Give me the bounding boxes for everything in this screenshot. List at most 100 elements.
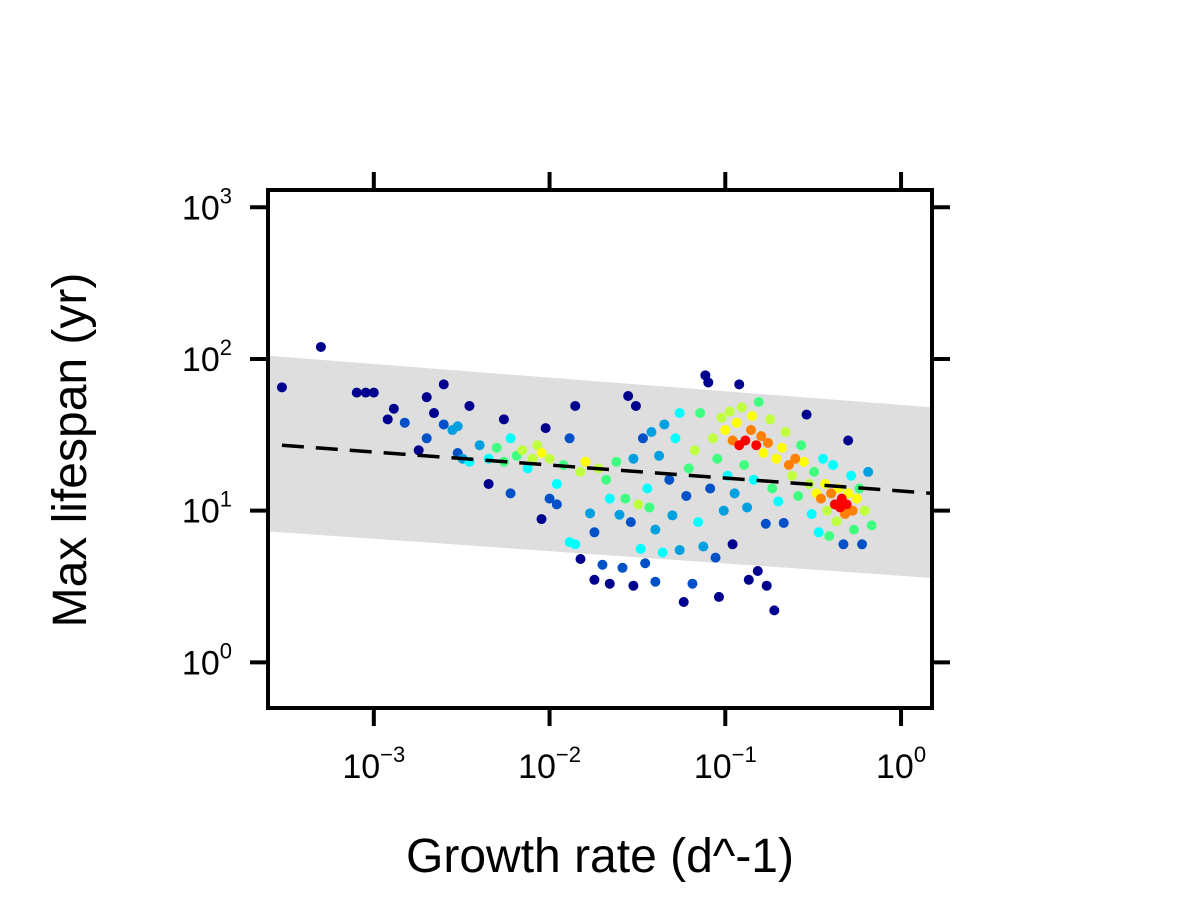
data-point	[742, 502, 753, 513]
data-point	[740, 435, 751, 446]
data-point	[769, 605, 780, 616]
data-point	[838, 539, 849, 550]
data-point	[703, 377, 714, 388]
data-point	[604, 493, 615, 504]
data-point	[747, 411, 758, 422]
x-axis-label: Growth rate (d^-1)	[406, 830, 794, 883]
data-point	[713, 591, 724, 602]
data-point	[522, 463, 533, 474]
data-point	[532, 440, 543, 451]
y-tick-label: 101	[182, 487, 232, 531]
data-point	[710, 552, 721, 563]
data-point	[589, 527, 600, 538]
data-point	[801, 409, 812, 420]
data-point	[846, 470, 857, 481]
data-point	[628, 580, 639, 591]
x-tick-label: 100	[876, 742, 926, 786]
data-point	[315, 341, 326, 352]
data-point	[716, 412, 727, 423]
data-point	[452, 421, 463, 432]
data-point	[585, 508, 596, 519]
data-point	[818, 453, 829, 464]
data-point	[849, 524, 860, 535]
data-point	[745, 425, 756, 436]
data-point	[727, 539, 738, 550]
data-point	[654, 450, 665, 461]
data-point	[646, 427, 657, 438]
data-point	[527, 453, 538, 464]
data-point	[813, 527, 824, 538]
data-point	[863, 466, 874, 477]
data-point	[743, 574, 754, 585]
data-point	[505, 488, 516, 499]
data-point	[536, 514, 547, 525]
data-point	[368, 387, 379, 398]
data-point	[841, 499, 852, 510]
data-point	[388, 403, 399, 414]
x-tick-label: 10−3	[342, 742, 405, 786]
data-point	[667, 510, 678, 521]
data-point	[630, 400, 641, 411]
data-point	[783, 459, 794, 470]
data-point	[413, 445, 424, 456]
data-point	[614, 509, 625, 520]
data-point	[650, 524, 661, 535]
data-point	[589, 574, 600, 585]
data-point	[857, 539, 868, 550]
data-point	[826, 488, 837, 499]
data-point	[822, 505, 833, 516]
data-point	[575, 554, 586, 565]
data-point	[756, 431, 767, 442]
data-point	[564, 433, 575, 444]
data-point	[637, 433, 648, 444]
data-point	[828, 459, 839, 470]
data-point	[718, 505, 729, 516]
data-point	[843, 435, 854, 446]
data-point	[570, 400, 581, 411]
data-point	[611, 456, 622, 467]
data-point	[674, 408, 685, 419]
data-point	[824, 531, 835, 542]
data-point	[752, 566, 763, 577]
data-point	[540, 423, 551, 434]
data-point	[773, 496, 784, 507]
data-point	[683, 463, 694, 474]
data-point	[687, 578, 698, 589]
data-point	[806, 509, 817, 520]
data-point	[695, 408, 706, 419]
data-point	[628, 453, 639, 464]
data-point	[761, 580, 772, 591]
fit-line	[281, 443, 933, 496]
points-layer	[276, 341, 877, 616]
y-axis-label: Max lifespan (yr)	[44, 273, 97, 628]
data-point	[707, 433, 718, 444]
data-point	[847, 505, 858, 516]
data-point	[763, 437, 774, 448]
data-point	[787, 470, 798, 481]
data-point	[597, 559, 608, 570]
data-point	[491, 442, 502, 453]
data-point	[720, 425, 731, 436]
data-point	[698, 541, 709, 552]
data-point	[421, 392, 432, 403]
data-point	[438, 379, 449, 390]
data-point	[793, 490, 804, 501]
data-point	[712, 453, 723, 464]
data-point	[421, 433, 432, 444]
data-point	[551, 478, 562, 489]
data-point	[809, 466, 820, 477]
data-point	[731, 417, 742, 428]
data-point	[674, 545, 685, 556]
data-point	[767, 483, 778, 494]
data-point	[505, 433, 516, 444]
data-point	[771, 453, 782, 464]
data-point	[776, 442, 787, 453]
data-point	[678, 596, 689, 607]
data-point	[351, 387, 362, 398]
data-point	[625, 517, 636, 528]
data-point	[604, 578, 615, 589]
data-point	[734, 379, 745, 390]
y-tick-label: 102	[182, 335, 232, 379]
data-point	[866, 520, 877, 531]
